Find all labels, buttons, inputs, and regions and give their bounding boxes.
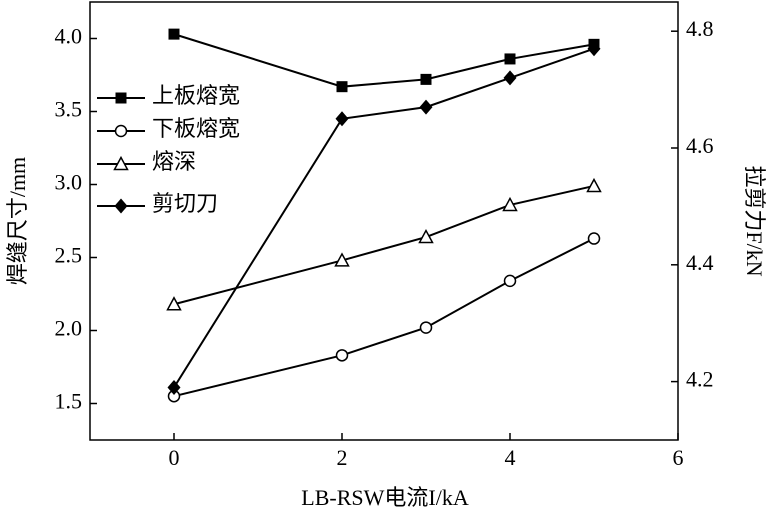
y-tick-label: 1.5 bbox=[55, 389, 83, 414]
marker bbox=[503, 274, 517, 288]
marker bbox=[503, 70, 517, 86]
y2-tick-label: 4.4 bbox=[686, 250, 714, 275]
legend-marker bbox=[114, 124, 128, 138]
marker bbox=[587, 232, 601, 245]
legend-marker bbox=[114, 198, 128, 214]
y-axis-label: 焊缝尺寸/mm bbox=[5, 157, 30, 285]
marker bbox=[418, 228, 434, 244]
x-tick-label: 4 bbox=[505, 445, 516, 470]
y-tick-label: 3.0 bbox=[55, 170, 83, 195]
marker bbox=[419, 99, 433, 115]
marker bbox=[167, 379, 181, 395]
legend-label: 剪切刀 bbox=[152, 191, 218, 216]
y2-tick-label: 4.8 bbox=[686, 16, 714, 41]
marker bbox=[335, 349, 349, 362]
legend-marker bbox=[115, 92, 127, 104]
y-tick-label: 2.0 bbox=[55, 316, 83, 341]
legend-marker bbox=[113, 155, 129, 171]
marker bbox=[502, 196, 518, 212]
y-tick-label: 2.5 bbox=[55, 243, 83, 268]
marker bbox=[334, 252, 350, 267]
y2-axis-label: 拉剪力F/kN bbox=[742, 165, 767, 276]
marker bbox=[166, 296, 182, 311]
marker bbox=[168, 28, 180, 40]
legend-label: 上板熔宽 bbox=[152, 83, 240, 108]
x-tick-label: 0 bbox=[169, 445, 180, 470]
marker bbox=[504, 53, 516, 65]
x-tick-label: 2 bbox=[337, 445, 348, 470]
marker bbox=[420, 73, 432, 85]
x-tick-label: 6 bbox=[673, 445, 684, 470]
series-line bbox=[173, 33, 595, 88]
marker bbox=[335, 111, 349, 127]
legend-label: 熔深 bbox=[152, 149, 196, 174]
x-axis-label: LB-RSW电流I/kA bbox=[301, 485, 469, 510]
marker bbox=[336, 81, 348, 93]
legend-label: 下板熔宽 bbox=[152, 116, 240, 141]
series-line bbox=[173, 237, 595, 398]
y-tick-label: 3.5 bbox=[55, 97, 83, 122]
y-tick-label: 4.0 bbox=[55, 24, 83, 49]
y2-tick-label: 4.6 bbox=[686, 133, 714, 158]
plot-frame bbox=[89, 1, 679, 441]
y2-tick-label: 4.2 bbox=[686, 367, 714, 392]
marker bbox=[419, 321, 433, 334]
marker bbox=[586, 177, 602, 193]
marker bbox=[587, 41, 601, 57]
